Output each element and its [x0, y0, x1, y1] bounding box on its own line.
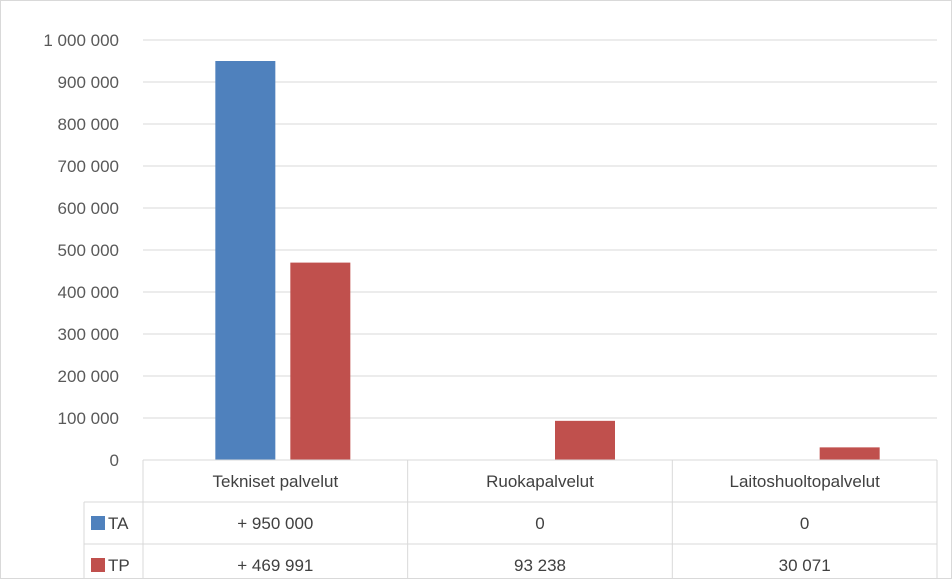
y-tick-label: 1 000 000 [43, 31, 119, 50]
bar-ta [215, 61, 276, 460]
y-tick-label: 900 000 [58, 73, 119, 92]
category-label: Tekniset palvelut [212, 472, 338, 491]
y-tick-label: 100 000 [58, 409, 119, 428]
y-tick-label: 400 000 [58, 283, 119, 302]
legend-label: TP [108, 556, 130, 575]
data-label: + 469 991 [237, 556, 313, 575]
data-label: 93 238 [514, 556, 566, 575]
y-tick-label: 600 000 [58, 199, 119, 218]
legend-key-tp [91, 558, 105, 572]
bar-tp [290, 262, 351, 460]
y-tick-label: 0 [110, 451, 119, 470]
category-label: Laitoshuoltopalvelut [730, 472, 881, 491]
y-tick-label: 200 000 [58, 367, 119, 386]
category-label: Ruokapalvelut [486, 472, 594, 491]
data-label: 0 [800, 514, 809, 533]
y-tick-label: 300 000 [58, 325, 119, 344]
bar-tp [819, 447, 880, 460]
y-tick-label: 500 000 [58, 241, 119, 260]
legend-key-ta [91, 516, 105, 530]
y-tick-label: 700 000 [58, 157, 119, 176]
y-tick-label: 800 000 [58, 115, 119, 134]
bar-tp [555, 420, 615, 460]
data-label: 30 071 [779, 556, 831, 575]
data-label: 0 [535, 514, 544, 533]
data-label: + 950 000 [237, 514, 313, 533]
legend-label: TA [108, 514, 129, 533]
